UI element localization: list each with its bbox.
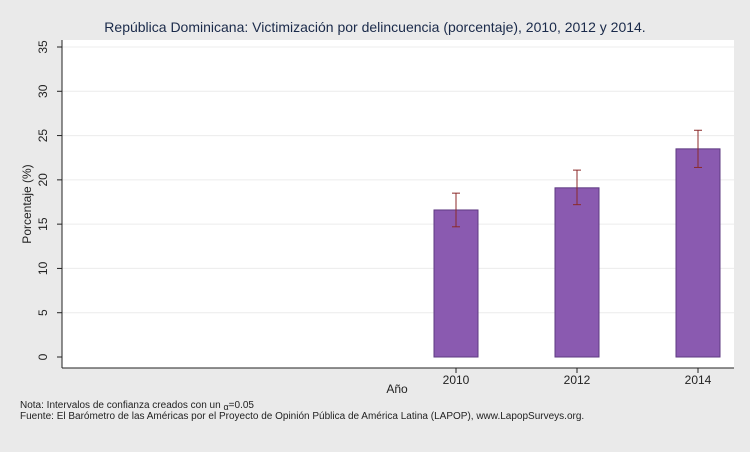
- note-confidence: Nota: Intervalos de confianza creados co…: [20, 400, 254, 412]
- y-axis-label: Porcentaje (%): [20, 164, 34, 243]
- plot-area: [62, 40, 734, 368]
- y-tick-label: 20: [36, 173, 50, 187]
- y-tick-label: 15: [36, 217, 50, 231]
- y-tick-label: 35: [36, 40, 50, 54]
- x-tick-label: 2012: [564, 373, 591, 387]
- bars: [433, 148, 721, 358]
- note-source: Fuente: El Barómetro de las Américas por…: [20, 411, 585, 422]
- y-tick-label: 10: [36, 261, 50, 275]
- y-tick-label: 25: [36, 129, 50, 143]
- y-tick-label: 0: [36, 353, 50, 360]
- bar: [433, 209, 479, 358]
- alpha-symbol: α: [223, 402, 229, 412]
- gridlines: [62, 46, 734, 314]
- y-tick-label: 5: [36, 309, 50, 316]
- x-tick-label: 2010: [443, 373, 470, 387]
- error-bars: [452, 129, 702, 228]
- bar: [554, 187, 600, 358]
- note-prefix: Nota: Intervalos de confianza creados co…: [20, 400, 224, 411]
- note-suffix: =0.05: [228, 400, 254, 411]
- bar: [675, 148, 721, 358]
- x-tick-label: 2014: [685, 373, 712, 387]
- chart-title: República Dominicana: Victimización por …: [104, 19, 645, 35]
- x-axis-label: Año: [386, 382, 408, 396]
- y-ticks: 0 5 10 15 20 25 30 35: [36, 40, 62, 360]
- y-tick-label: 30: [36, 84, 50, 98]
- x-ticks: 2010 2012 2014: [443, 368, 712, 387]
